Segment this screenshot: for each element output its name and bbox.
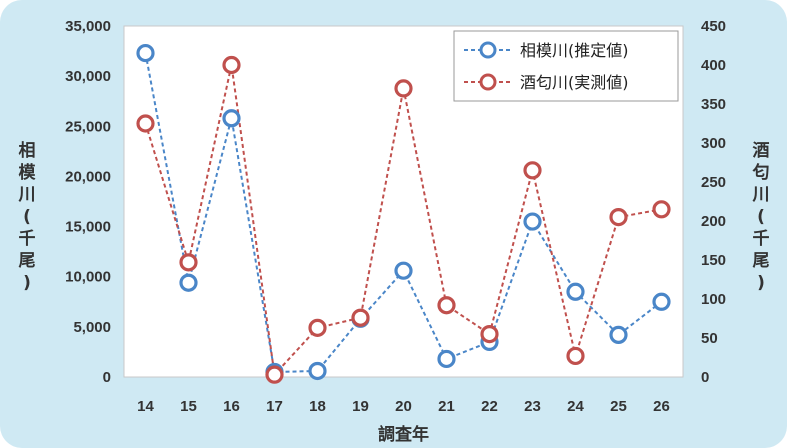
x-axis-label: 調査年 xyxy=(378,424,429,445)
x-tick-label: 22 xyxy=(481,398,498,415)
left-axis-label: 相模川(千尾) xyxy=(18,140,37,293)
series-2-point xyxy=(265,365,284,384)
series-1-point xyxy=(437,349,456,369)
x-tick-label: 24 xyxy=(567,398,584,415)
right-tick-label: 0 xyxy=(701,369,709,386)
x-tick-label: 14 xyxy=(137,398,154,415)
series-2-point xyxy=(609,208,628,227)
series-2-point xyxy=(437,296,456,315)
x-tick-label: 17 xyxy=(266,398,283,415)
series-1-point xyxy=(566,282,585,301)
series-1-point xyxy=(222,109,241,128)
x-tick-label: 16 xyxy=(223,398,240,415)
legend-label-1: 相模川(推定値) xyxy=(520,41,629,60)
x-tick-label: 21 xyxy=(438,398,455,415)
x-tick-label: 15 xyxy=(180,398,197,415)
series-2-point xyxy=(222,55,241,75)
series-1-point xyxy=(179,273,198,292)
right-tick-label: 450 xyxy=(701,18,726,35)
left-tick-label: 15,000 xyxy=(65,219,111,236)
legend: 相模川(推定値) 酒匂川(実測値) xyxy=(453,30,679,102)
right-tick-label: 250 xyxy=(701,174,726,191)
series-2-point xyxy=(652,200,671,219)
series-2-point xyxy=(179,253,198,272)
series-2-point xyxy=(308,318,327,337)
series-2-point xyxy=(480,325,499,344)
series-1-point xyxy=(394,261,413,280)
legend-marker-1 xyxy=(479,41,497,59)
x-tick-label: 20 xyxy=(395,398,412,415)
right-tick-label: 350 xyxy=(701,96,726,113)
left-tick-label: 30,000 xyxy=(65,68,111,85)
x-tick-label: 18 xyxy=(309,398,326,415)
x-tick-label: 26 xyxy=(653,398,670,415)
right-tick-label: 150 xyxy=(701,252,726,269)
series-2-point xyxy=(566,346,585,366)
left-tick-label: 10,000 xyxy=(65,269,111,286)
left-tick-label: 5,000 xyxy=(73,319,111,336)
series-2-point xyxy=(136,114,155,133)
x-tick-label: 19 xyxy=(352,398,369,415)
x-tick-label: 23 xyxy=(524,398,541,415)
series-1-point xyxy=(652,292,671,311)
series-1-point xyxy=(523,212,542,231)
right-axis-label: 酒匂川(千尾) xyxy=(752,140,770,293)
right-tick-label: 400 xyxy=(701,57,726,74)
left-tick-label: 25,000 xyxy=(65,118,111,135)
series-1-point xyxy=(136,43,155,63)
right-tick-label: 100 xyxy=(701,291,726,308)
legend-label-2: 酒匂川(実測値) xyxy=(520,73,629,92)
right-tick-label: 50 xyxy=(701,330,718,347)
series-1-point xyxy=(308,361,327,381)
left-tick-label: 35,000 xyxy=(65,18,111,35)
series-1-point xyxy=(609,325,628,344)
series-2-point xyxy=(523,161,542,180)
right-tick-label: 200 xyxy=(701,213,726,230)
left-tick-label: 0 xyxy=(103,369,111,386)
left-tick-label: 20,000 xyxy=(65,168,111,185)
series-2-point xyxy=(351,308,370,327)
right-tick-label: 300 xyxy=(701,135,726,152)
legend-marker-2 xyxy=(479,73,497,91)
series-2-point xyxy=(394,79,413,98)
x-tick-label: 25 xyxy=(610,398,627,415)
